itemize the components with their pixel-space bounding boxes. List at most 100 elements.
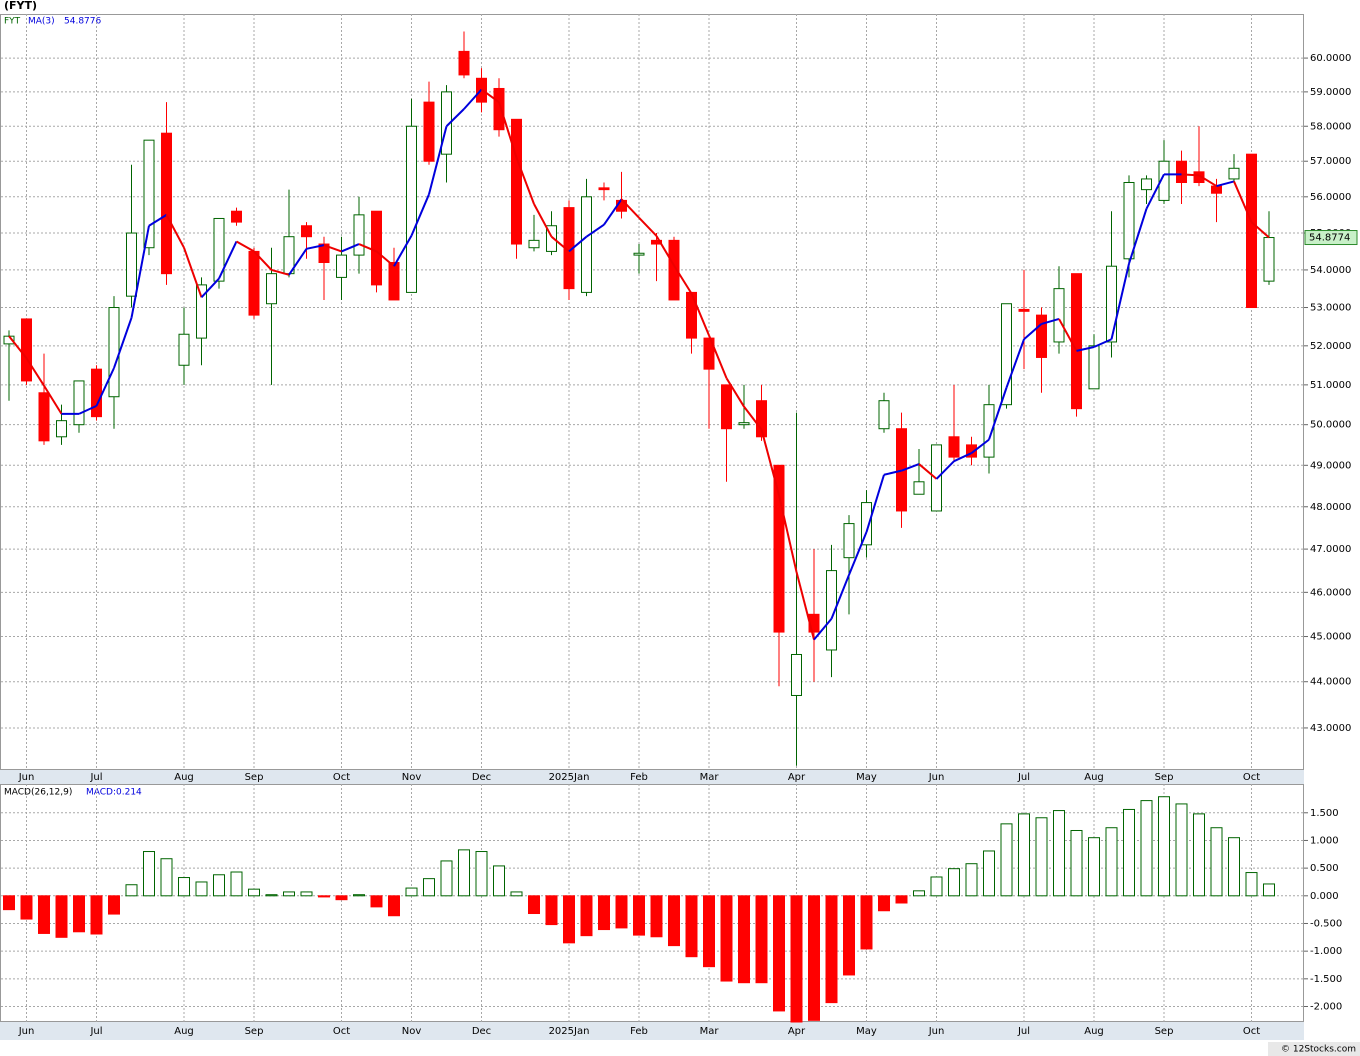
candle-body [1228,167,1240,180]
ma-segment [918,463,938,480]
macd-bar [1053,810,1065,897]
candle-body [38,392,50,442]
macd-bar [195,881,208,897]
macd-bar [633,895,645,936]
y-tick-label: 1.000 [1310,835,1339,846]
ma-segment [988,387,1008,440]
candle-body [668,239,680,301]
ma-segment [865,474,885,533]
macd-bar [1000,823,1013,897]
macd-bar [965,863,978,897]
y-tick-label: 46.0000 [1310,587,1351,598]
y-tick-label: 47.0000 [1310,544,1351,555]
y-tick-label: 44.0000 [1310,677,1351,688]
ma-segment [655,235,675,266]
macd-bar [73,895,85,933]
y-tick-label: -2.000 [1310,1002,1342,1013]
candle-body [1193,171,1205,183]
candle-body [73,380,85,426]
macd-bar [493,865,505,897]
macd-bar [125,884,138,897]
ma-segment [1128,208,1148,264]
candle-body [56,420,67,438]
macd-bar [615,895,628,929]
ma-segment [43,385,63,415]
macd-bar [755,895,768,984]
candle-body [878,400,890,430]
macd-bar [370,895,383,908]
candle-body [983,404,995,458]
macd-bar [318,895,330,898]
price-panel [0,14,1304,770]
ma-segment [901,463,920,472]
macd-bar [3,895,15,911]
x-tick-label: Aug [174,772,194,783]
ma-segment [935,460,955,480]
macd-bar [948,868,960,897]
ma-segment [953,452,972,463]
ma-segment [778,494,798,573]
candle-body [721,384,732,430]
x-tick-label: Jul [89,1026,102,1037]
macd-bar [405,887,418,897]
candle-body [301,225,312,238]
macd-bar [335,895,348,901]
y-tick-label: 43.0000 [1310,723,1351,734]
y-tick-label: 48.0000 [1310,502,1351,513]
ma-segment [393,235,413,267]
macd-bar [38,895,50,934]
candle-body [756,400,767,438]
candle-body [826,570,837,651]
ma-segment [445,108,465,127]
ma-segment [410,193,430,236]
macd-bar [1088,837,1100,897]
footer-bg [1268,1042,1360,1056]
y-tick-label: 49.0000 [1310,460,1351,471]
macd-bar [825,895,838,1004]
y-tick-label: -1.000 [1310,946,1342,957]
ma-segment [708,335,728,379]
candle-body [1263,237,1275,282]
y-tick-label: 0.000 [1310,891,1339,902]
macd-bar [1158,796,1170,897]
candle-body [913,481,925,495]
macd-bar [580,895,593,937]
candle-body [966,444,977,458]
macd-bar [1228,837,1240,897]
macd-bar [1263,883,1275,897]
candle-body [1158,160,1170,201]
macd-bar [108,895,120,915]
ma-segment [236,240,255,253]
x-tick-label: Apr [788,1026,806,1037]
candle-body [1246,153,1257,309]
candle-body [651,239,662,245]
macd-bar [720,895,733,982]
x-tick-label: Sep [1155,772,1174,783]
macd-bar [545,895,558,926]
candle-body [1036,314,1047,358]
macd-bar [248,888,260,897]
ma-segment [1005,338,1025,388]
candle-body [143,139,155,249]
candle-body [336,254,347,278]
candle-body [948,436,960,458]
ma-segment [148,213,168,227]
y-tick-label: -1.500 [1310,974,1342,985]
ma-segment [341,243,360,253]
y-tick-label: 59.0000 [1310,87,1351,98]
macd-bar [178,877,190,897]
ma-segment [813,618,833,641]
x-tick-label: Jun [928,772,945,783]
ma-segment [200,277,220,298]
x-tick-label: Aug [174,1026,194,1037]
candle-body [528,239,540,249]
y-tick-label: 1.500 [1310,808,1339,819]
x-tick-label: Nov [402,772,422,783]
ma-segment [743,406,763,431]
macd-bar [213,874,225,897]
x-tick-label: 2025Jan [549,1026,590,1037]
ma-segment [795,571,815,640]
macd-bar [773,895,785,1012]
candle-body [1211,185,1222,194]
candle-body [458,50,470,76]
